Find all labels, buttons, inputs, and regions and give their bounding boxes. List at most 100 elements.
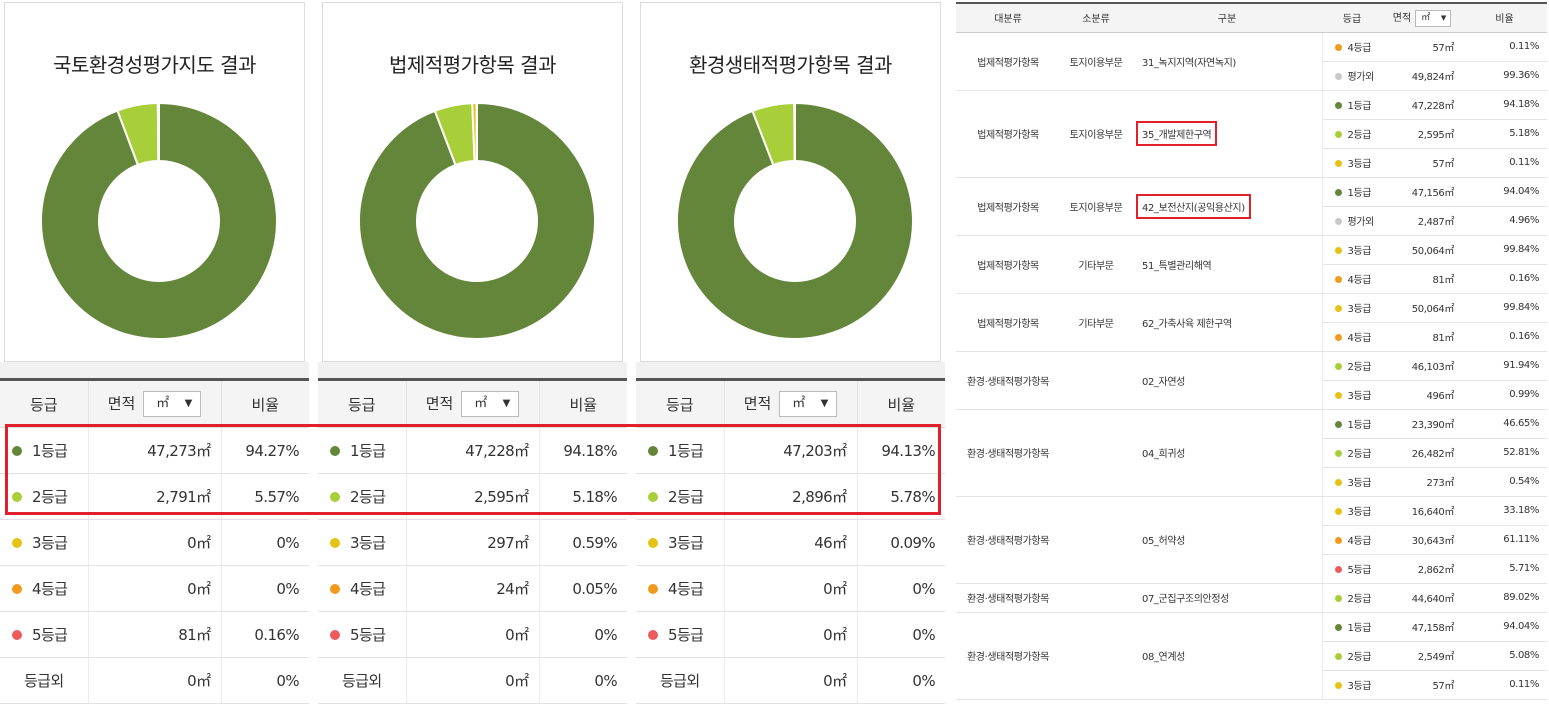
grade-label: 4등급: [32, 580, 68, 598]
area-cell: 2,595㎡: [1382, 119, 1462, 149]
area-cell: 30,643㎡: [1382, 525, 1462, 555]
grade-table: 등급 면적 ㎡ ▼ 비율 1등급 47,203㎡ 94.13% 2등급 2,896㎡ 5.78…: [636, 378, 945, 704]
area-cell: 47,273㎡: [88, 427, 222, 474]
donut-slice[interactable]: [793, 101, 796, 163]
ratio-cell: 33.18%: [1462, 496, 1547, 526]
grade-label: 3등급: [668, 534, 704, 552]
table-row: 등급외 0㎡ 0%: [0, 657, 309, 704]
grade-cell: 1등급: [1322, 612, 1382, 642]
ratio-cell: 5.57%: [221, 473, 309, 520]
chart-title: 국토환경성평가지도 결과: [53, 53, 256, 77]
header-grade: 등급: [318, 378, 407, 428]
table-row: 5등급 0㎡ 0%: [636, 611, 945, 658]
grade-cell: 1등급: [1322, 90, 1382, 120]
chart-card: 법제적평가항목 결과: [322, 2, 623, 362]
unit-value: ㎡: [792, 396, 806, 411]
area-cell: 16,640㎡: [1382, 496, 1462, 526]
donut-chart: [358, 101, 596, 340]
table-row: 3등급 0㎡ 0%: [0, 519, 309, 566]
header-area: 면적 ㎡ ▼: [1382, 2, 1462, 33]
grade-label: 1등급: [1347, 420, 1372, 431]
grade-label: 4등급: [1347, 536, 1372, 547]
area-cell: 81㎡: [88, 611, 222, 658]
item-cell: 02_자연성: [1132, 351, 1323, 410]
table-row: 환경·생태적평가항목 08_연계성 1등급 47,158㎡ 94.04%: [956, 612, 1547, 700]
grade-cell: 3등급: [1322, 235, 1382, 265]
grade-cell: 3등급: [1322, 670, 1382, 700]
major-cell: 법제적평가항목: [956, 293, 1060, 352]
grade-dot-icon: [1334, 595, 1342, 602]
area-cell: 0㎡: [724, 657, 858, 704]
grade-dot-icon: [330, 538, 340, 548]
area-cell: 81㎡: [1382, 322, 1462, 352]
grade-label: 1등급: [668, 442, 704, 460]
grade-label: 2등급: [1347, 594, 1372, 605]
header-ratio: 비율: [221, 378, 309, 428]
grade-cell: 3등급: [1322, 293, 1382, 323]
table-row: 3등급 57㎡ 0.11%: [956, 148, 1547, 178]
table-row: 법제적평가항목 기타부문 51_특별관리해역 3등급 50,064㎡ 99.84%: [956, 235, 1547, 294]
grade-cell: 2등급: [636, 473, 725, 520]
chart-card: 환경생태적평가항목 결과: [640, 2, 941, 362]
area-cell: 273㎡: [1382, 467, 1462, 497]
grade-dot-icon: [12, 584, 22, 594]
grade-dot-icon: [1334, 508, 1342, 515]
area-cell: 46,103㎡: [1382, 351, 1462, 381]
chevron-down-icon: ▼: [1440, 13, 1447, 22]
header-area: 면적 ㎡ ▼: [88, 378, 222, 428]
unit-select[interactable]: ㎡ ▼: [143, 391, 202, 417]
grade-label: 2등급: [350, 488, 386, 506]
grade-dot-icon: [1334, 421, 1342, 428]
area-cell: 2,791㎡: [88, 473, 222, 520]
grade-dot-icon: [648, 492, 658, 502]
grade-dot-icon: [1334, 450, 1342, 457]
ratio-cell: 4.96%: [1462, 206, 1547, 236]
header-grade: 등급: [636, 378, 725, 428]
grade-cell: 1등급: [636, 427, 725, 474]
header-grade: 등급: [1322, 2, 1382, 33]
grade-cell: 4등급: [318, 565, 407, 612]
unit-select[interactable]: ㎡ ▼: [779, 391, 838, 417]
unit-select[interactable]: ㎡ ▼: [1415, 9, 1452, 27]
donut-slice[interactable]: [40, 101, 278, 340]
grade-label: 평가외: [1347, 72, 1375, 83]
table-row: 4등급 0㎡ 0%: [0, 565, 309, 612]
header-ratio: 비율: [539, 378, 627, 428]
area-cell: 81㎡: [1382, 264, 1462, 294]
ratio-cell: 99.84%: [1462, 235, 1547, 265]
ratio-cell: 99.36%: [1462, 61, 1547, 91]
grade-dot-icon: [12, 630, 22, 640]
chevron-down-icon: ▼: [184, 398, 193, 409]
grade-dot-icon: [1334, 566, 1342, 573]
major-cell: 환경·생태적평가항목: [956, 583, 1060, 613]
donut-slice[interactable]: [676, 101, 914, 340]
header-item: 구분: [1132, 2, 1322, 33]
ratio-cell: 0.09%: [857, 519, 945, 566]
grade-dot-icon: [330, 492, 340, 502]
grade-cell: 5등급: [318, 611, 407, 658]
ratio-cell: 5.18%: [1462, 119, 1547, 149]
grade-label: 5등급: [668, 626, 704, 644]
divider: [0, 362, 309, 378]
minor-cell: [1060, 583, 1132, 613]
table-row: 1등급 47,273㎡ 94.27%: [0, 427, 309, 474]
grade-label: 3등급: [1347, 507, 1372, 518]
minor-cell: 기타부문: [1060, 235, 1132, 294]
donut-slice[interactable]: [358, 101, 596, 340]
table-row: 환경·생태적평가항목 02_자연성 2등급 46,103㎡ 91.94%: [956, 351, 1547, 410]
area-cell: 0㎡: [724, 565, 858, 612]
table-row: 1등급 47,228㎡ 94.18%: [318, 427, 627, 474]
donut-slice[interactable]: [156, 101, 160, 163]
grade-dot-icon: [12, 446, 22, 456]
item-cell: 31_녹지지역(자연녹지): [1132, 32, 1323, 91]
table-row: 5등급 0㎡ 0%: [318, 611, 627, 658]
grade-label: 4등급: [1347, 333, 1372, 344]
grade-table: 등급 면적 ㎡ ▼ 비율 1등급 47,273㎡ 94.27% 2등급 2,791㎡ 5.57…: [0, 378, 309, 704]
unit-select[interactable]: ㎡ ▼: [461, 391, 520, 417]
area-cell: 57㎡: [1382, 32, 1462, 62]
grade-dot-icon: [1334, 682, 1342, 689]
area-cell: 47,228㎡: [1382, 90, 1462, 120]
grade-cell: 평가외: [1322, 206, 1382, 236]
grade-cell: 등급외: [0, 657, 89, 704]
grade-dot-icon: [1334, 537, 1342, 544]
